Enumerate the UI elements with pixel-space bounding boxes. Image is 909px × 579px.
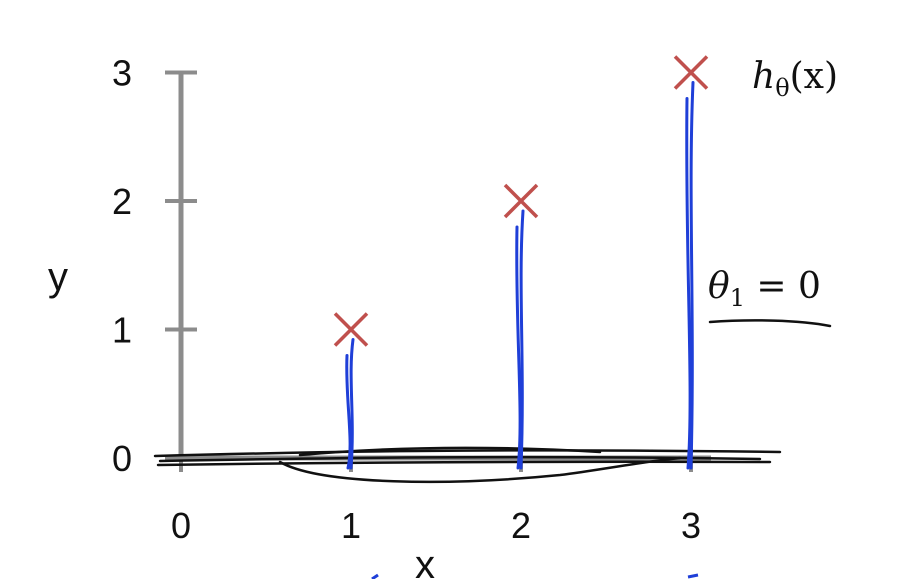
error-line xyxy=(515,209,525,470)
theta-rest: = 0 xyxy=(745,266,821,307)
x-tick-label: 2 xyxy=(511,505,531,546)
data-point-marker xyxy=(333,312,369,347)
error-line xyxy=(685,81,695,470)
y-axis-label: y xyxy=(48,255,68,299)
bottom-blue-mark-left xyxy=(371,573,379,579)
theta-sub: 1 xyxy=(730,284,745,312)
x-tick-label: 1 xyxy=(341,505,361,546)
y-tick-label: 0 xyxy=(112,438,132,479)
y-tick-label: 1 xyxy=(112,310,132,351)
theta-underline xyxy=(708,319,832,328)
x-axis-label: x xyxy=(415,543,435,579)
hypothesis-annotation: hθ(x) xyxy=(752,56,838,102)
error-line xyxy=(345,338,355,470)
error-lines xyxy=(345,81,695,470)
hypothesis-main: h xyxy=(752,56,775,97)
data-markers xyxy=(333,55,709,347)
data-point-marker xyxy=(503,183,539,219)
x-tick-labels: 0 1 2 3 xyxy=(171,505,701,546)
bottom-blue-mark-right xyxy=(687,573,699,579)
x-tick-label: 0 xyxy=(171,505,191,546)
data-point-marker xyxy=(673,55,709,90)
y-tick-label: 2 xyxy=(112,181,132,222)
y-tick-labels: 0 1 2 3 xyxy=(112,53,132,480)
baseline-scribble xyxy=(153,446,782,484)
hypothesis-sub: θ xyxy=(775,74,789,102)
theta-annotation: θ1 = 0 xyxy=(708,266,821,312)
hypothesis-rest: (x) xyxy=(790,56,838,97)
y-tick-label: 3 xyxy=(112,53,132,94)
theta-main: θ xyxy=(708,266,730,307)
x-tick-label: 3 xyxy=(681,505,701,546)
y-axis xyxy=(165,70,197,460)
